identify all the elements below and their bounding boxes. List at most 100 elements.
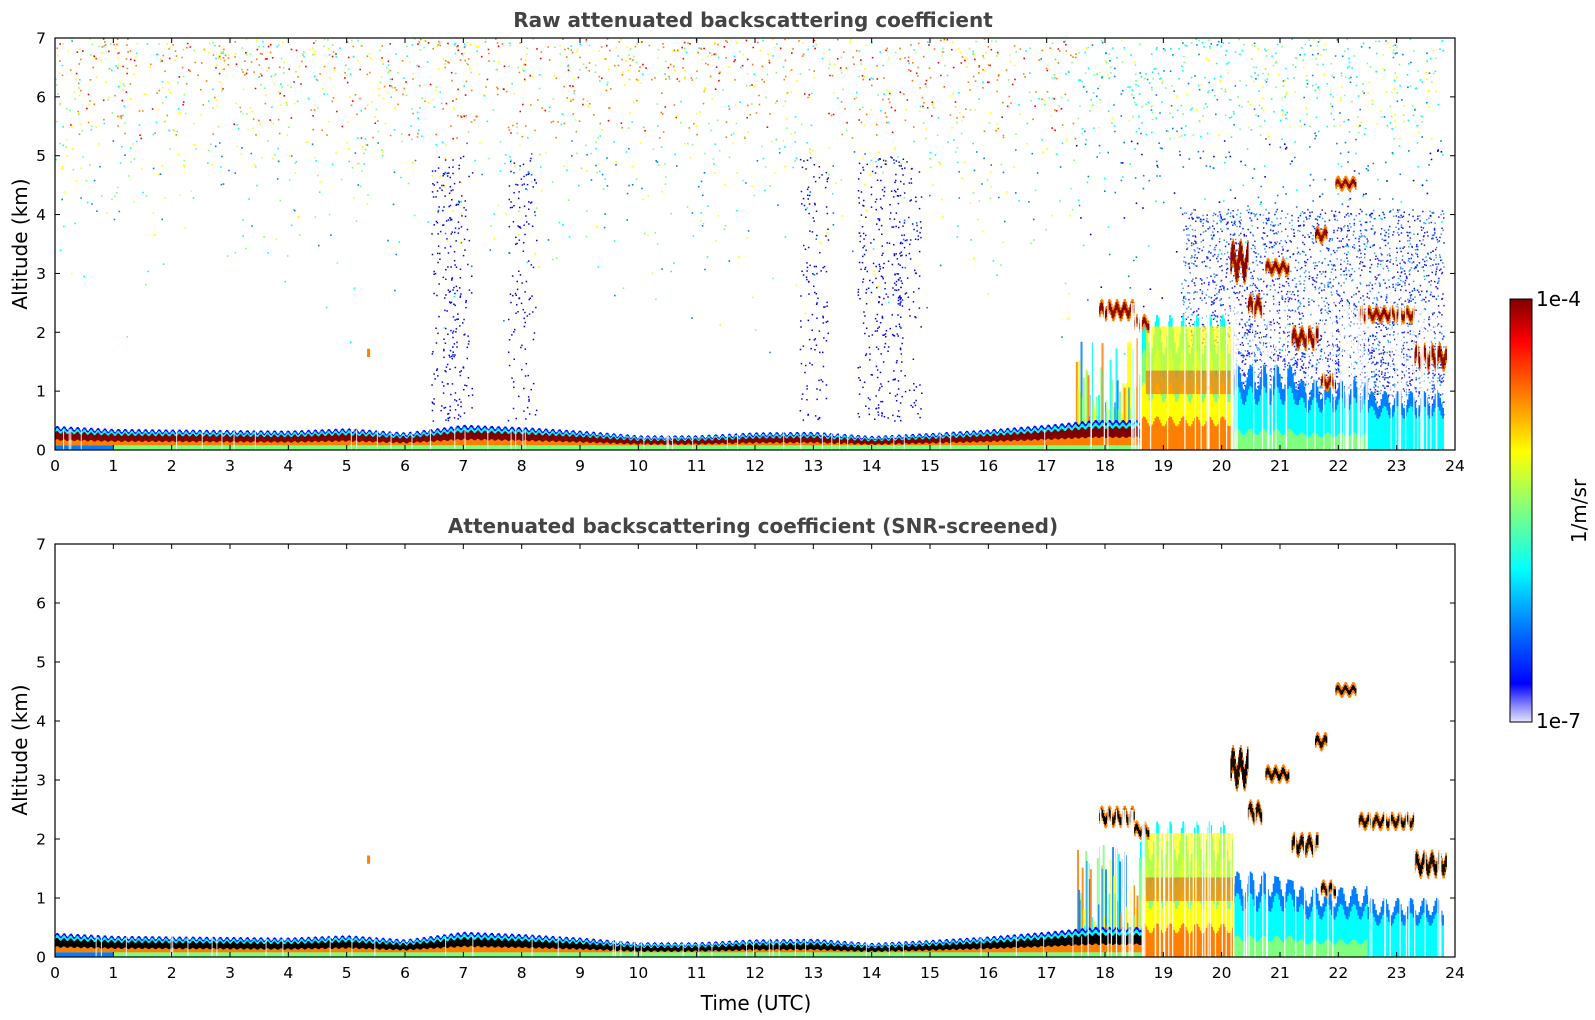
raw-surface-bottom (502, 445, 504, 450)
raw-surface-orange (570, 442, 572, 446)
raw-surface-top (79, 429, 81, 432)
raw-surface-orange (795, 442, 798, 446)
raw-surface-core (754, 437, 756, 443)
raw-surface-core (121, 435, 123, 443)
raw-aerosol-cell (1329, 434, 1332, 450)
raw-surface-top (113, 431, 115, 434)
raw-aerosol-cell (1298, 433, 1302, 450)
raw-surface-core (538, 432, 540, 441)
raw-surface-top (517, 427, 520, 429)
raw-surface-top (197, 430, 200, 433)
raw-surface-top (488, 428, 491, 431)
raw-surface-core (74, 433, 76, 441)
raw-surface-edge (791, 435, 794, 438)
raw-aerosol-cell (1144, 416, 1147, 450)
raw-surface-orange (57, 439, 60, 446)
raw-surface-top (335, 429, 338, 432)
raw-surface-edge (612, 435, 614, 438)
raw-surface-orange (373, 441, 376, 446)
raw-surface-bottom (597, 445, 599, 450)
raw-surface-orange (196, 442, 199, 446)
raw-surface-orange (427, 442, 429, 446)
raw-surface-core (251, 436, 253, 443)
raw-aerosol-cell (1382, 394, 1385, 409)
raw-aerosol-cell (1309, 409, 1312, 424)
raw-surface-core (405, 437, 407, 444)
raw-aerosol-cell (1141, 353, 1144, 386)
raw-surface-orange (575, 442, 577, 446)
raw-surface-bottom (374, 445, 377, 450)
raw-surface-top (195, 433, 198, 435)
raw-surface-bottom (401, 445, 403, 450)
raw-surface-top (581, 433, 584, 436)
raw-surface-core (839, 439, 842, 444)
raw-surface-orange (128, 441, 131, 446)
raw-surface-top (608, 434, 610, 436)
raw-surface-orange (109, 441, 111, 446)
raw-aerosol-cell (1338, 433, 1341, 450)
raw-surface-orange (224, 442, 226, 446)
raw-surface-core (113, 435, 115, 442)
raw-surface-core (288, 434, 290, 442)
raw-surface-bottom (251, 445, 253, 450)
raw-surface-orange (189, 442, 191, 446)
raw-surface-core (388, 435, 390, 442)
raw-aerosol-cell (1303, 434, 1306, 450)
raw-surface-orange (142, 441, 144, 446)
raw-surface-orange (197, 441, 200, 446)
raw-surface-orange (89, 440, 91, 446)
raw-surface-core (775, 436, 777, 443)
raw-surface-bottom (747, 445, 749, 450)
raw-surface-orange (550, 441, 553, 446)
raw-surface-edge (78, 429, 80, 433)
raw-surface-bottom (458, 445, 460, 450)
raw-surface-bottom (504, 445, 506, 450)
raw-surface-bottom (842, 445, 844, 450)
raw-transition-streak (1092, 400, 1095, 433)
raw-surface-edge (615, 436, 617, 439)
raw-surface-edge (614, 435, 616, 437)
raw-surface-bottom (711, 445, 713, 450)
raw-surface-core (107, 435, 109, 442)
raw-surface-bottom (277, 445, 280, 450)
raw-surface-orange (305, 441, 308, 446)
raw-surface-core (594, 436, 597, 443)
raw-transition-streak (1110, 380, 1113, 433)
raw-surface-edge (531, 429, 533, 433)
raw-surface-edge (195, 434, 197, 437)
raw-aerosol-cell (1325, 416, 1328, 434)
raw-surface-bottom (109, 445, 111, 450)
raw-surface-bottom (116, 445, 118, 450)
raw-surface-core (709, 438, 711, 444)
raw-surface-core (819, 437, 821, 444)
raw-surface-edge (743, 435, 745, 438)
raw-surface-core (511, 431, 514, 440)
raw-surface-orange (266, 441, 269, 446)
raw-surface-bottom (212, 445, 214, 450)
raw-surface-orange (111, 440, 113, 446)
raw-surface-bottom (750, 445, 752, 450)
raw-surface-orange (399, 443, 401, 446)
raw-surface-top (651, 437, 654, 439)
raw-aerosol-cell (1287, 368, 1290, 389)
raw-surface-orange (227, 441, 229, 446)
raw-surface-edge (720, 435, 723, 438)
raw-surface-edge (367, 433, 369, 436)
raw-surface-edge (118, 430, 120, 434)
raw-surface-edge (122, 433, 124, 436)
raw-aerosol-cell (1161, 425, 1164, 450)
raw-surface-bottom (539, 445, 541, 450)
raw-aerosol-cell (1293, 416, 1296, 434)
raw-surface-orange (747, 443, 749, 446)
raw-surface-edge (388, 433, 390, 436)
raw-surface-core (105, 433, 108, 441)
raw-surface-orange (531, 439, 533, 446)
raw-surface-bottom (149, 445, 151, 450)
raw-surface-core (712, 440, 714, 445)
raw-surface-orange (126, 441, 129, 446)
raw-surface-orange (466, 439, 468, 446)
raw-aerosol-cell (1280, 382, 1283, 400)
raw-surface-bottom (169, 445, 172, 450)
raw-surface-core (746, 438, 748, 444)
raw-surface-bottom (570, 445, 572, 450)
